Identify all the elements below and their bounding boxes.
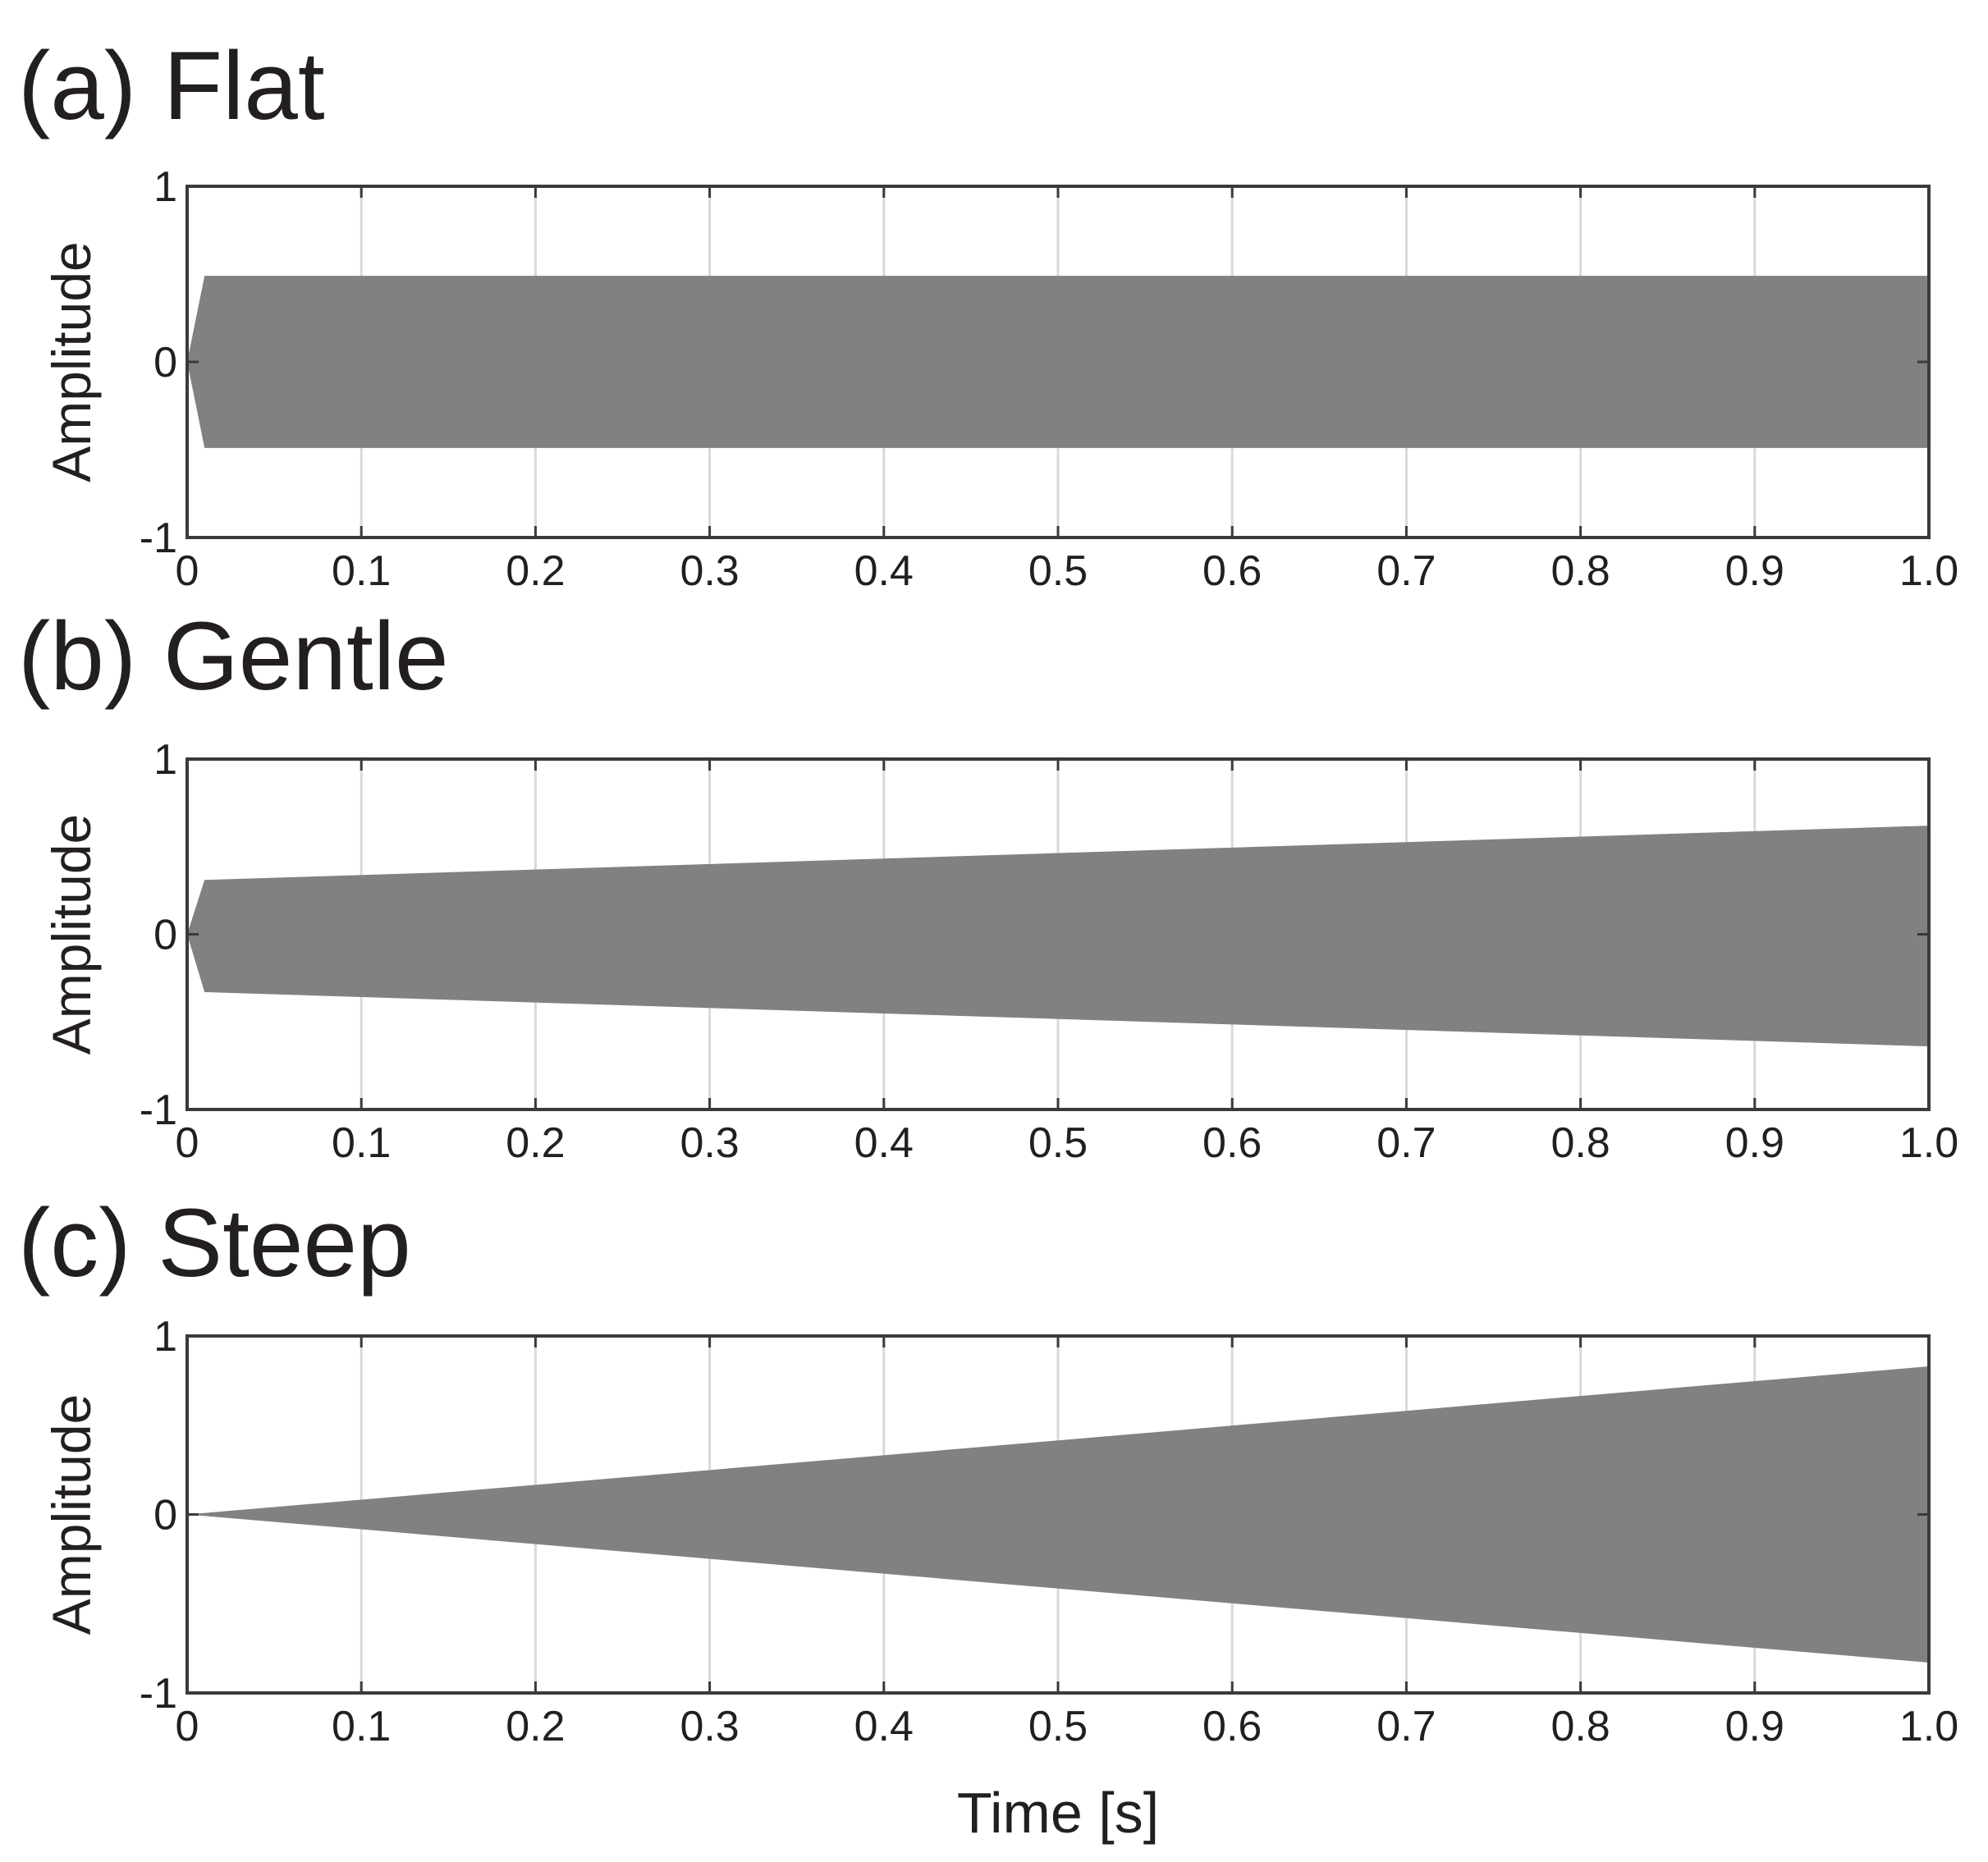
x-tick-label: 0.4 (854, 1703, 914, 1750)
x-tick-label: 0.1 (332, 1703, 391, 1750)
x-tick-label: 0.6 (1202, 1119, 1262, 1167)
y-tick-label: 0 (153, 339, 177, 387)
y-tick-label: 1 (153, 736, 177, 784)
x-tick-label: 0.3 (680, 1119, 739, 1167)
panel-title: (c) Steep (18, 1189, 411, 1297)
panel-title: (a) Flat (18, 32, 325, 140)
x-tick-label: 0.8 (1551, 547, 1610, 595)
y-tick-label: -1 (140, 1087, 177, 1134)
x-tick-label: 0 (176, 1119, 199, 1167)
x-tick-label: 0.5 (1028, 547, 1088, 595)
x-tick-label: 1.0 (1899, 1119, 1958, 1167)
x-tick-label: 0 (176, 1703, 199, 1750)
x-tick-label: 0.2 (506, 547, 565, 595)
y-tick-label: 0 (153, 912, 177, 959)
x-tick-label: 0.3 (680, 547, 739, 595)
waveform-envelope (187, 1366, 1929, 1663)
panel-title: (b) Gentle (18, 602, 449, 711)
waveform-envelope (187, 276, 1929, 448)
x-tick-label: 0.7 (1376, 1119, 1436, 1167)
x-tick-label: 0.6 (1202, 547, 1262, 595)
y-tick-label: -1 (140, 515, 177, 562)
x-tick-label: 0.2 (506, 1703, 565, 1750)
y-axis-label: Amplitude (41, 814, 102, 1055)
x-tick-label: 0.2 (506, 1119, 565, 1167)
x-tick-label: 0.6 (1202, 1703, 1262, 1750)
x-tick-label: 0.4 (854, 1119, 914, 1167)
y-tick-label: 1 (153, 1313, 177, 1361)
x-tick-label: 0.1 (332, 547, 391, 595)
y-tick-label: -1 (140, 1670, 177, 1718)
x-tick-label: 0.8 (1551, 1119, 1610, 1167)
x-tick-label: 0.9 (1725, 1703, 1784, 1750)
x-tick-label: 0.1 (332, 1119, 391, 1167)
x-tick-label: 0.5 (1028, 1119, 1088, 1167)
x-tick-label: 0.7 (1376, 1703, 1436, 1750)
waveform-envelope (187, 826, 1929, 1047)
y-axis-label: Amplitude (41, 241, 102, 483)
x-tick-label: 0.8 (1551, 1703, 1610, 1750)
y-tick-label: 0 (153, 1492, 177, 1539)
x-tick-label: 0.9 (1725, 1119, 1784, 1167)
x-tick-label: 1.0 (1899, 1703, 1958, 1750)
y-axis-label: Amplitude (41, 1394, 102, 1636)
x-tick-label: 0.3 (680, 1703, 739, 1750)
x-axis-label: Time [s] (957, 1781, 1159, 1845)
x-tick-label: 1.0 (1899, 547, 1958, 595)
x-tick-label: 0.7 (1376, 547, 1436, 595)
y-tick-label: 1 (153, 163, 177, 211)
x-tick-label: 0.4 (854, 547, 914, 595)
x-tick-label: 0 (176, 547, 199, 595)
x-tick-label: 0.5 (1028, 1703, 1088, 1750)
x-tick-label: 0.9 (1725, 547, 1784, 595)
